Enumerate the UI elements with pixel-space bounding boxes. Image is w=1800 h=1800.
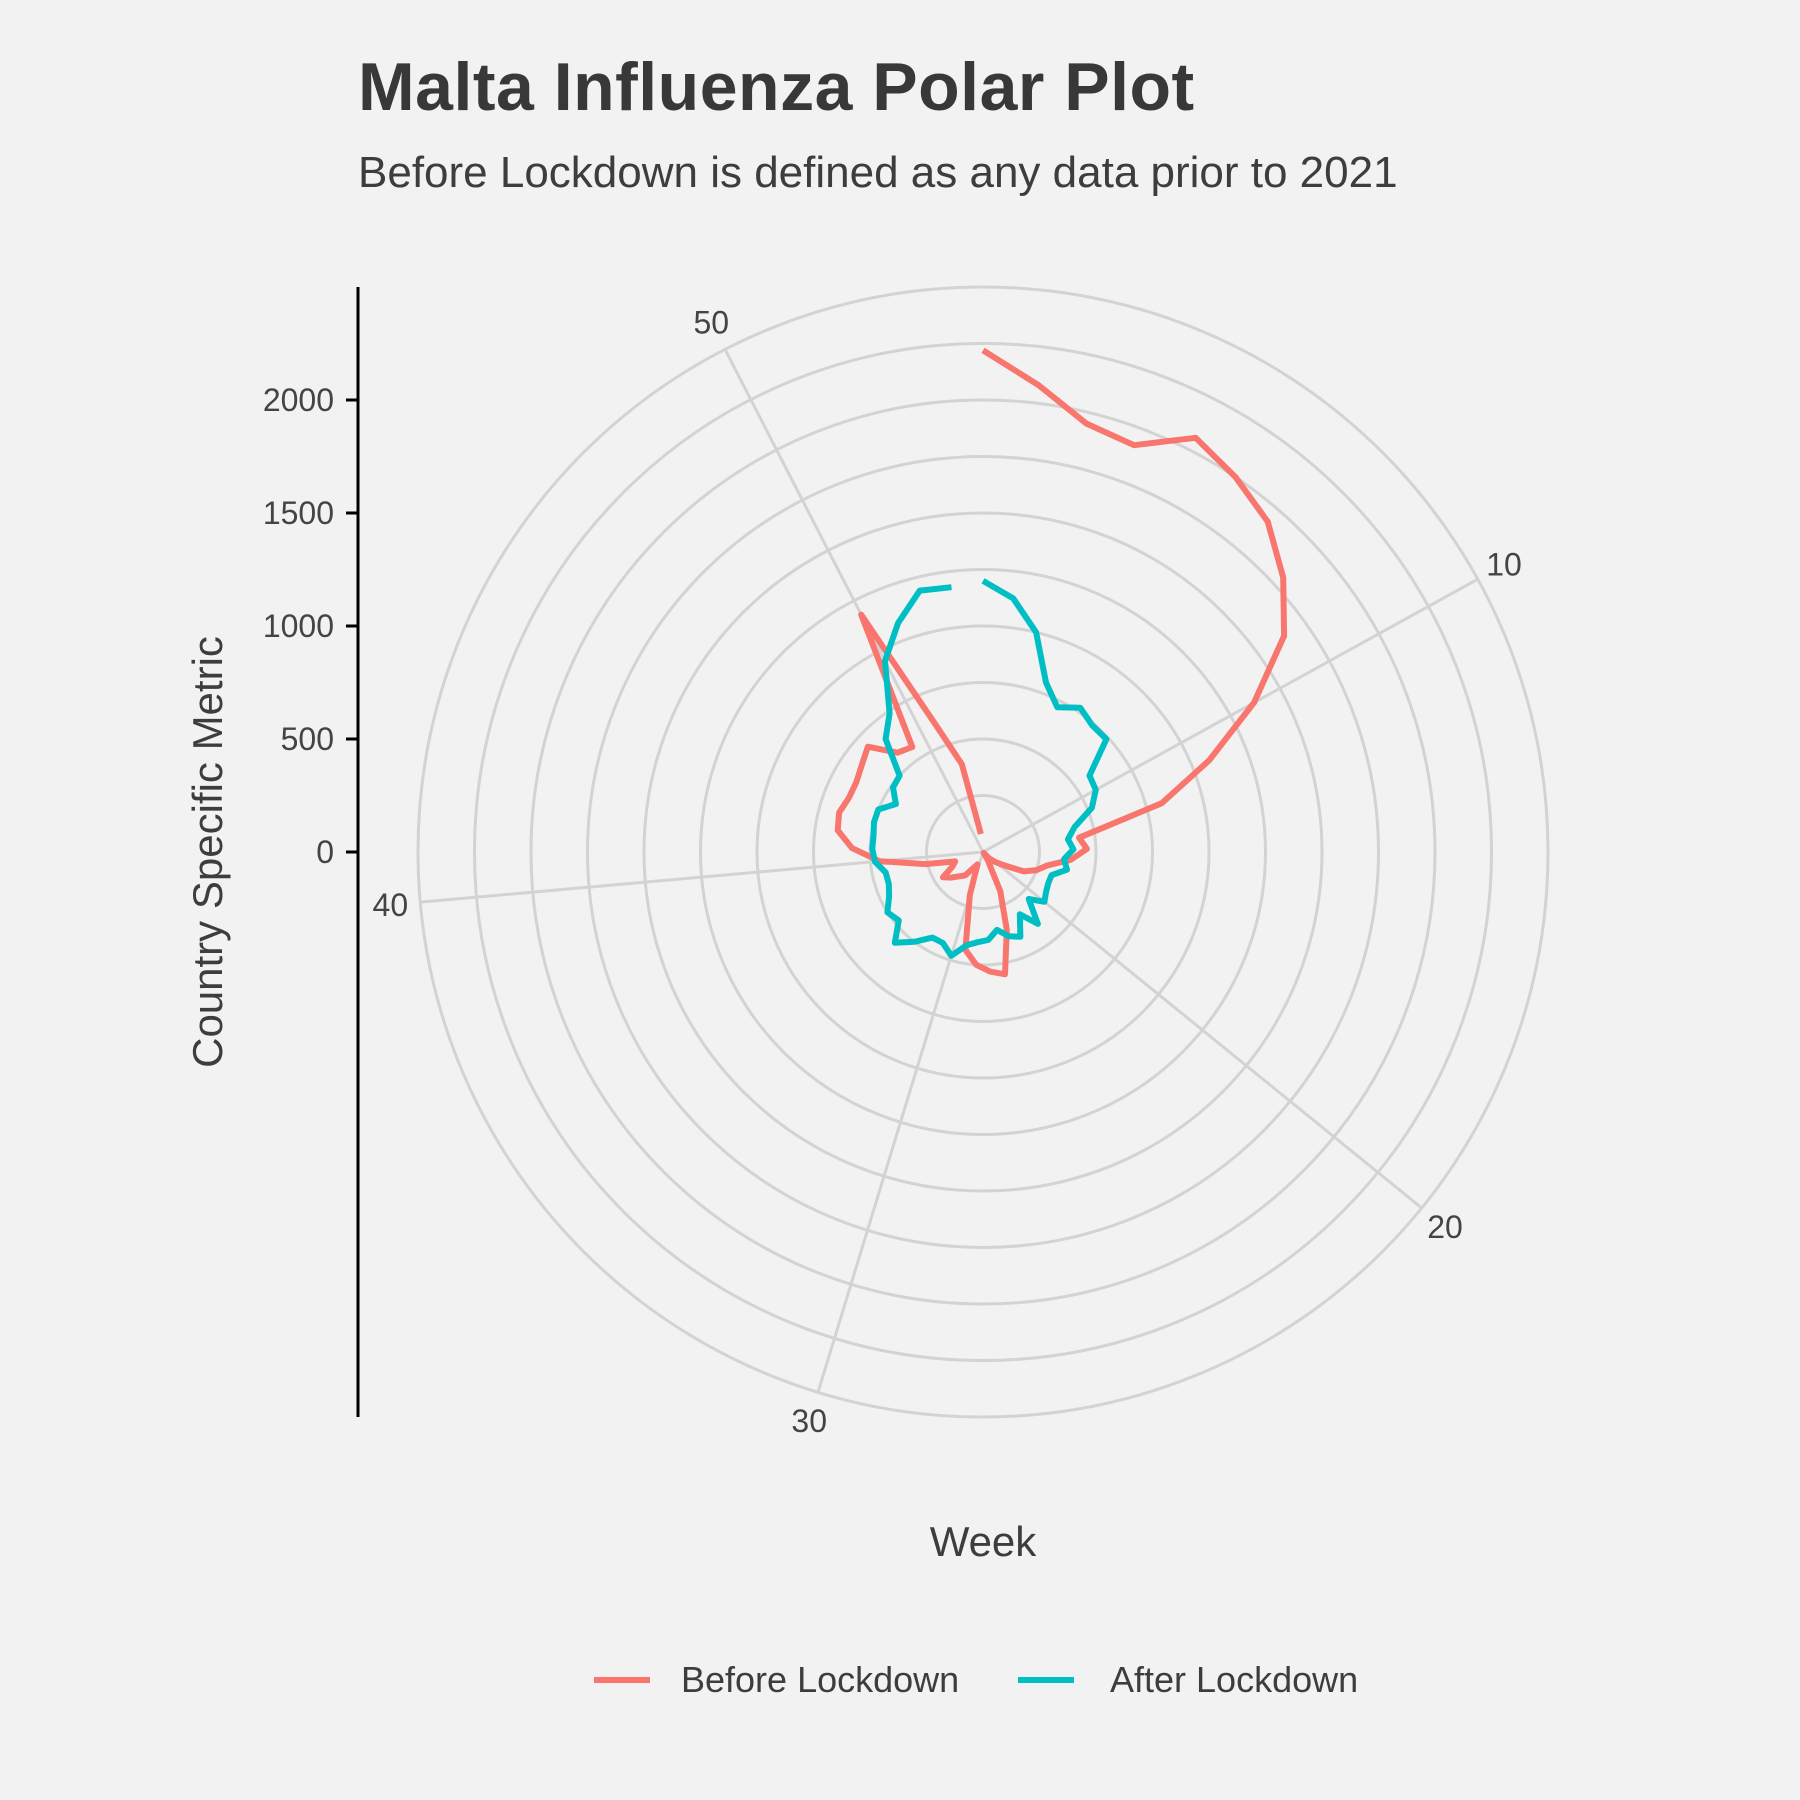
y-tick-label: 1500 bbox=[263, 495, 334, 531]
y-tick-label: 2000 bbox=[263, 382, 334, 418]
y-axis-title: Country Specific Metric bbox=[184, 636, 231, 1068]
x-tick-label: 40 bbox=[373, 887, 409, 923]
grid-layer bbox=[416, 285, 1550, 1419]
grid-spoke bbox=[982, 577, 1479, 854]
legend: Before Lockdown After Lockdown bbox=[594, 1659, 1358, 1700]
grid-spoke bbox=[816, 851, 985, 1393]
grid-circle bbox=[699, 568, 1267, 1136]
x-tick-label: 50 bbox=[694, 305, 730, 341]
grid-circle bbox=[586, 455, 1380, 1249]
grid-spoke bbox=[723, 348, 985, 853]
chart-title: Malta Influenza Polar Plot bbox=[358, 49, 1195, 125]
grid-circle bbox=[755, 624, 1211, 1080]
x-tick-label: 10 bbox=[1486, 547, 1522, 583]
grid-circle bbox=[529, 398, 1437, 1306]
y-tick-label: 1000 bbox=[263, 608, 334, 644]
legend-label-before: Before Lockdown bbox=[681, 1659, 959, 1700]
grid-circle bbox=[473, 342, 1493, 1362]
grid-circle bbox=[812, 681, 1154, 1023]
data-layer bbox=[834, 347, 1288, 978]
y-axis bbox=[346, 287, 360, 1417]
y-tick-label: 0 bbox=[316, 834, 334, 870]
grid-circle bbox=[642, 511, 1324, 1193]
grid-circle bbox=[925, 794, 1041, 910]
x-tick-label: 20 bbox=[1427, 1209, 1463, 1245]
x-axis-title: Week bbox=[930, 1518, 1038, 1565]
y-tick-label: 500 bbox=[281, 721, 334, 757]
series-line-after-lockdown bbox=[869, 578, 1110, 959]
x-tick-label: 30 bbox=[791, 1403, 827, 1439]
legend-label-after: After Lockdown bbox=[1110, 1659, 1358, 1700]
series-line-before-lockdown bbox=[834, 347, 1288, 978]
grid-circle bbox=[416, 285, 1550, 1419]
chart-subtitle: Before Lockdown is defined as any data p… bbox=[358, 148, 1398, 197]
grid-spoke bbox=[982, 850, 1423, 1210]
